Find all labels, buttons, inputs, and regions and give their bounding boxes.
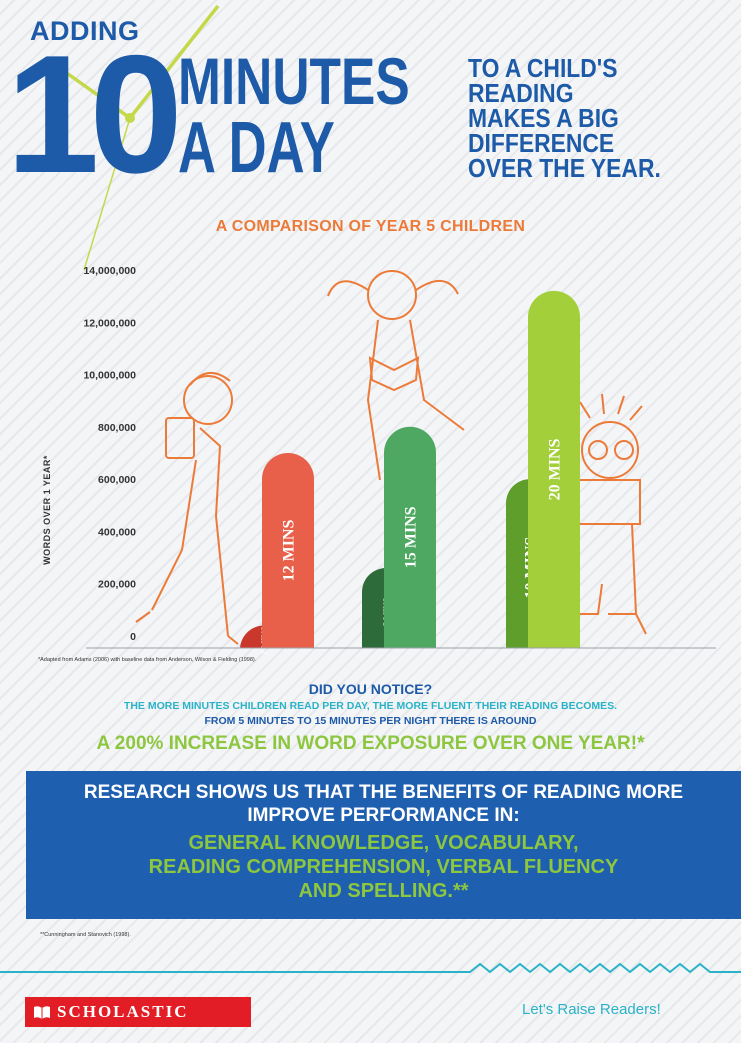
book-icon [34, 1006, 50, 1019]
tagline-line: OVER THE YEAR. [468, 153, 661, 183]
wave-divider [0, 962, 741, 974]
y-tick-label: 12,000,000 [83, 317, 136, 329]
benefits-line: GENERAL KNOWLEDGE, VOCABULARY, [188, 832, 579, 854]
children-illustrations [135, 270, 647, 645]
y-tick-label: 10,000,000 [83, 370, 136, 382]
y-tick-label: 14,000,000 [83, 265, 136, 277]
research-footnote: **Cunningham and Stanovich (1998). [40, 932, 131, 938]
research-heading: RESEARCH SHOWS US THAT THE BENEFITS OF R… [26, 781, 741, 827]
research-heading-line: RESEARCH SHOWS US THAT THE BENEFITS OF R… [83, 782, 684, 803]
research-benefits: GENERAL KNOWLEDGE, VOCABULARY, READING C… [26, 831, 741, 903]
research-heading-line: IMPROVE PERFORMANCE IN: [247, 805, 520, 826]
header-tagline: TO A CHILD'S READING MAKES A BIG DIFFERE… [468, 53, 732, 183]
bar-chart: 14,000,000 12,000,000 10,000,000 800,000 600… [42, 265, 716, 655]
slogan: Let's Raise Readers! [522, 1001, 661, 1018]
y-tick-label: 400,000 [98, 526, 136, 538]
y-tick-label: 0 [130, 631, 136, 643]
bar-label: 15 MINS [402, 506, 419, 568]
bar-label: 12 MINS [280, 520, 297, 582]
tagline-line: MAKES A BIG [468, 103, 619, 133]
notice-line-1: THE MORE MINUTES CHILDREN READ PER DAY, … [123, 700, 618, 712]
benefits-line: AND SPELLING.** [298, 880, 469, 902]
chart-bar [262, 453, 314, 648]
chart-bar [528, 290, 580, 648]
scholastic-logo[interactable]: SCHOLASTIC [25, 997, 251, 1027]
notice-line-3: A 200% INCREASE IN WORD EXPOSURE OVER ON… [96, 733, 645, 754]
logo-text: SCHOLASTIC [57, 1002, 189, 1021]
chart-title: A COMPARISON OF YEAR 5 CHILDREN [215, 218, 526, 235]
chart-bar [384, 426, 436, 648]
bar-label: 20 MINS [546, 438, 563, 500]
header-a-day: A DAY [178, 108, 335, 188]
clock-hands-icon [52, 4, 220, 271]
tagline-line: TO A CHILD'S [468, 53, 618, 83]
y-tick-label: 800,000 [98, 422, 136, 434]
header-adding: ADDING [30, 16, 140, 46]
chart-footnote: *Adapted from Adams (2006) with baseline… [38, 657, 257, 663]
tagline-line: DIFFERENCE [468, 128, 615, 158]
y-axis-label: WORDS OVER 1 YEAR* [42, 455, 52, 565]
research-band [26, 771, 741, 919]
notice-heading: DID YOU NOTICE? [308, 681, 433, 697]
header-number: 10 [6, 20, 183, 208]
tagline-line: READING [468, 78, 574, 108]
notice-line-2: FROM 5 MINUTES TO 15 MINUTES PER NIGHT T… [204, 715, 537, 727]
header-minutes: MINUTES [178, 44, 410, 118]
y-tick-label: 200,000 [98, 579, 136, 591]
y-tick-label: 600,000 [98, 474, 136, 486]
benefits-line: READING COMPREHENSION, VERBAL FLUENCY [148, 856, 619, 878]
